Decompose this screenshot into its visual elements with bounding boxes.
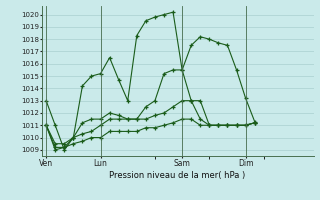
X-axis label: Pression niveau de la mer( hPa ): Pression niveau de la mer( hPa ) [109, 171, 246, 180]
